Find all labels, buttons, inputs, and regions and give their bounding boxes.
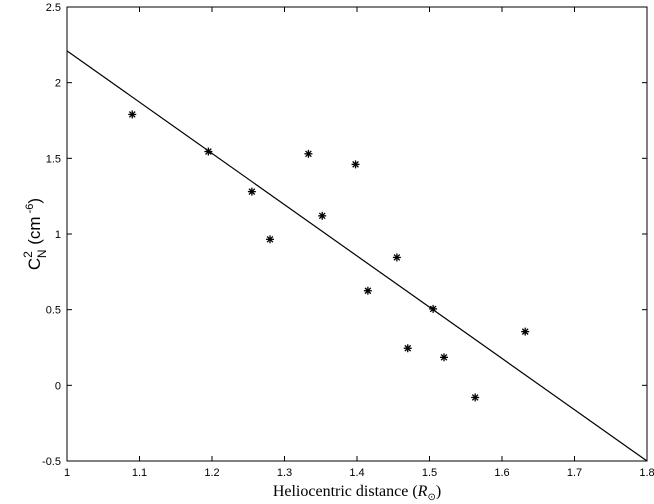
y-axis-label-sub: N (35, 249, 49, 258)
y-axis-label-base: C (25, 258, 44, 270)
y-tick-label: -0.5 (42, 456, 61, 468)
y-axis-label-sup: 2 (21, 251, 35, 258)
data-point (266, 235, 274, 244)
x-axis-label-main: Heliocentric distance ( (273, 483, 418, 500)
data-point (429, 304, 438, 313)
data-point (351, 160, 360, 169)
y-axis-label: C2N (cm -6) (21, 198, 49, 270)
regression-line-group (66, 50, 648, 462)
data-point (440, 353, 448, 362)
data-point (403, 344, 412, 353)
x-axis-label-subscript: ⊙ (427, 492, 435, 503)
x-axis-label-close: ) (436, 483, 441, 500)
data-point (363, 286, 372, 295)
x-axis-label-symbol: R (417, 483, 428, 500)
data-point (204, 147, 213, 156)
plot-frame (66, 6, 648, 462)
y-axis-label-unit-close: ) (25, 198, 44, 204)
y-axis-label-unit-sup: -6 (24, 204, 36, 217)
x-tick-label: 1 (64, 467, 70, 479)
x-tick-label: 1.6 (494, 467, 509, 479)
y-tick-label: 2.5 (46, 2, 61, 14)
y-tick-label: 0.5 (46, 305, 61, 317)
x-tick-label: 1.5 (422, 467, 437, 479)
x-tick-label: 1.2 (204, 467, 219, 479)
y-tick-label: 2 (55, 78, 61, 90)
axis-ticks (66, 6, 648, 462)
x-tick-label: 1.4 (349, 467, 364, 479)
tick-labels: 1 1.1 1.2 1.3 1.4 1.5 1.6 1.7 1.8 -0.5 0 0.5 1 1.5 2 2.… (42, 2, 654, 479)
regression-line (66, 50, 648, 462)
data-point (471, 393, 480, 402)
data-point (247, 187, 256, 196)
data-point (304, 149, 313, 158)
data-point (521, 327, 530, 336)
y-tick-label: 1 (55, 229, 61, 241)
data-points (128, 110, 530, 402)
x-tick-label: 1.3 (277, 467, 292, 479)
x-tick-label: 1.1 (132, 467, 147, 479)
data-point (392, 253, 401, 262)
data-point (128, 110, 137, 119)
x-axis-label: Heliocentric distance (R⊙) (273, 483, 441, 503)
y-tick-label: 0 (55, 380, 61, 392)
y-tick-label: 1.5 (46, 153, 61, 165)
x-tick-label: 1.8 (639, 467, 654, 479)
x-tick-label: 1.7 (567, 467, 582, 479)
data-point (318, 211, 327, 220)
y-axis-label-unit-open: (cm (25, 216, 44, 249)
